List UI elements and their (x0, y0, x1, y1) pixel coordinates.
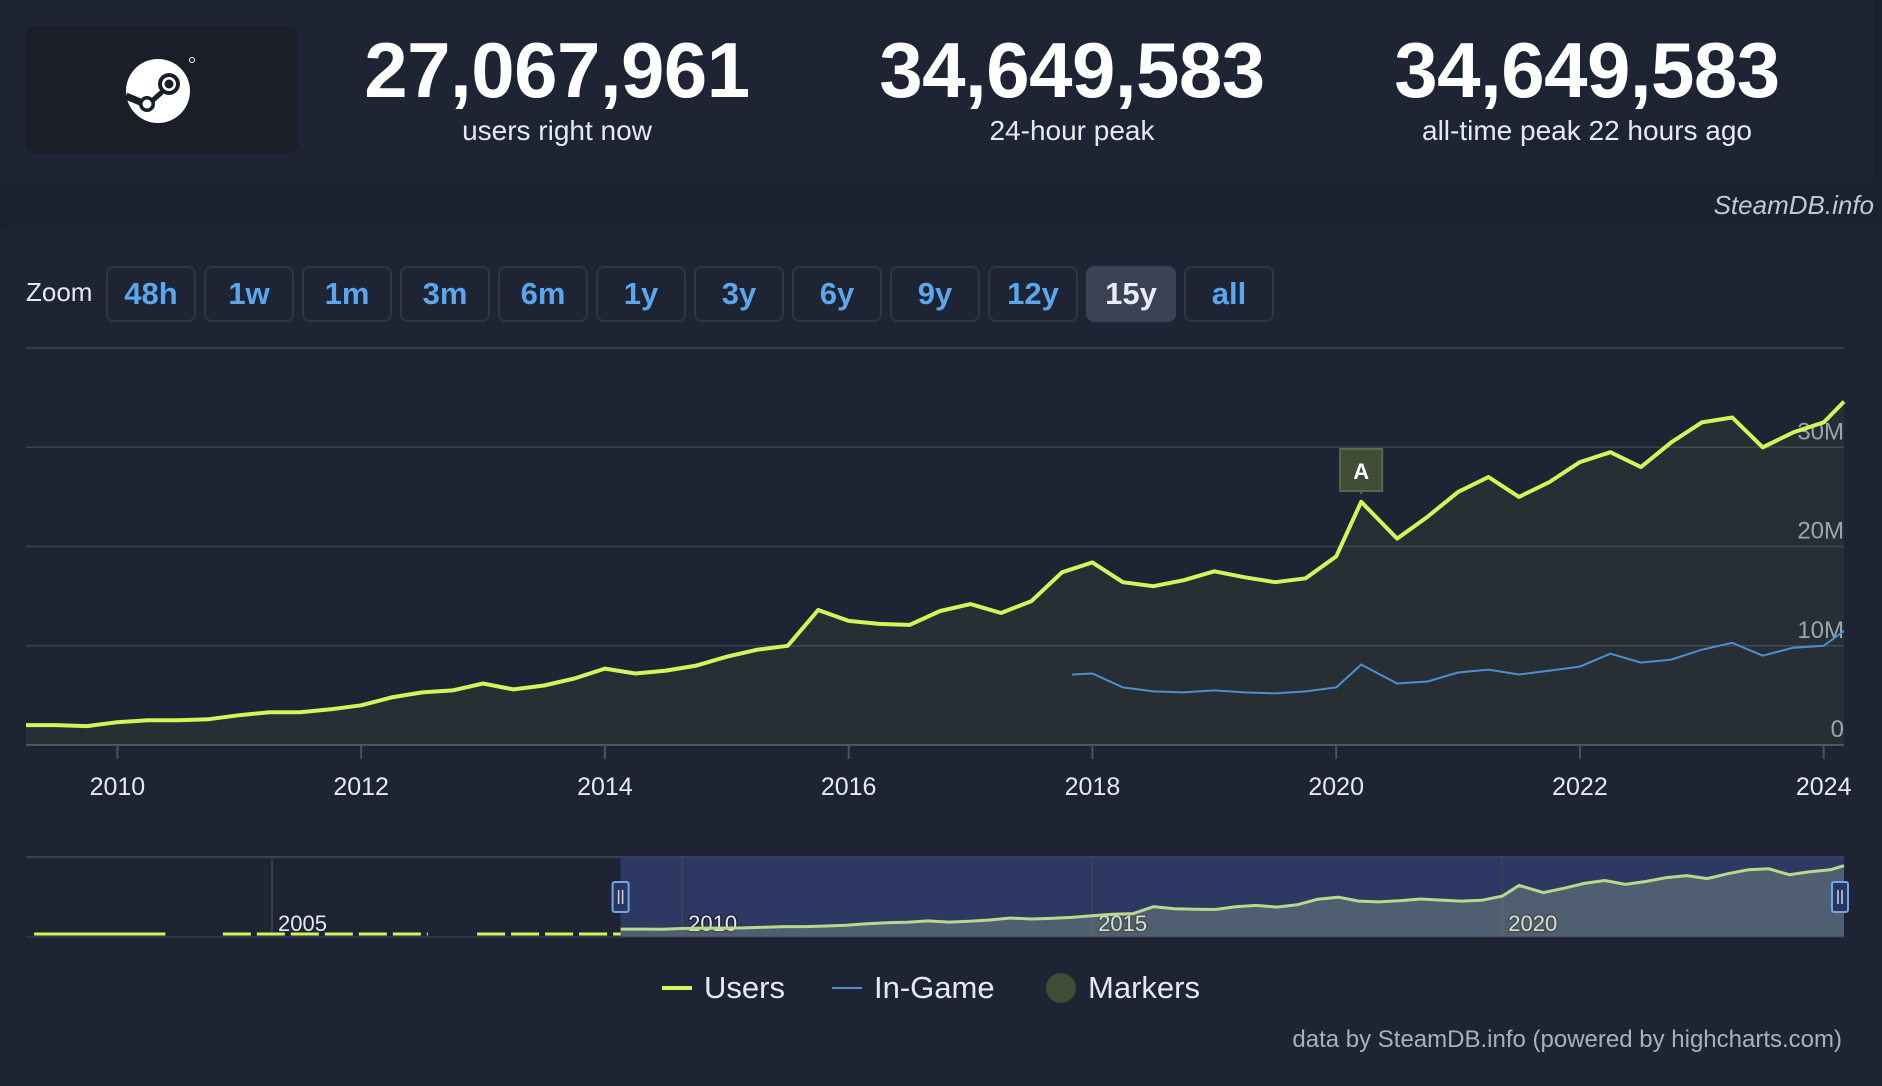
steam-logo[interactable] (26, 27, 298, 153)
stat-label: 24-hour peak (989, 115, 1155, 146)
stat-value: 27,067,961 (364, 26, 750, 114)
zoom-button-1w[interactable]: 1w (204, 266, 294, 322)
zoom-button-1m[interactable]: 1m (302, 266, 392, 322)
series-line-in-game[interactable] (1072, 630, 1845, 695)
x-tick-label: 2012 (333, 773, 389, 801)
legend-item-users[interactable]: Users (662, 970, 785, 1006)
stat-value: 34,649,583 (879, 26, 1265, 114)
x-tick-label: 2020 (1308, 773, 1364, 801)
zoom-button-9y[interactable]: 9y (890, 266, 980, 322)
navigator-tick-label: 2020 (1508, 911, 1557, 936)
stat-users-now: 27,067,961 users right now (317, 26, 797, 148)
zoom-button-6m[interactable]: 6m (498, 266, 588, 322)
stat-all-time-peak: 34,649,583 all-time peak 22 hours ago (1347, 26, 1827, 148)
legend: Users In-Game Markers (0, 970, 1882, 1020)
y-tick-label: 10M (1797, 617, 1844, 644)
chart-panel (0, 225, 1882, 1086)
y-tick-label: 0 (1831, 716, 1844, 743)
legend-label: In-Game (874, 970, 995, 1005)
x-tick-label: 2018 (1065, 773, 1121, 801)
navigator-tick-label: 2005 (278, 911, 327, 936)
zoom-button-12y[interactable]: 12y (988, 266, 1078, 322)
markers-dot-icon (1046, 973, 1076, 1003)
zoom-button-all[interactable]: all (1184, 266, 1274, 322)
navigator-users-line (620, 864, 1845, 931)
zoom-button-15y[interactable]: 15y (1086, 266, 1176, 322)
zoom-button-6y[interactable]: 6y (792, 266, 882, 322)
x-tick-label: 2014 (577, 773, 633, 801)
steam-icon (125, 57, 195, 123)
stat-label: users right now (462, 115, 652, 146)
x-tick-label: 2010 (90, 773, 146, 801)
marker-box (1339, 448, 1384, 492)
zoom-button-48h[interactable]: 48h (106, 266, 196, 322)
marker-label: A (1353, 459, 1369, 484)
x-tick-label: 2016 (821, 773, 877, 801)
users-area (26, 401, 1844, 745)
navigator-handle-left[interactable] (611, 881, 630, 913)
navigator-area (620, 865, 1844, 937)
legend-label: Users (704, 970, 785, 1005)
credit-text[interactable]: data by SteamDB.info (powered by highcha… (1292, 1026, 1842, 1053)
zoom-label: Zoom (26, 277, 93, 307)
marker-flag[interactable]: A (1339, 448, 1384, 494)
zoom-button-3y[interactable]: 3y (694, 266, 784, 322)
stats-panel: 27,067,961 users right now 34,649,583 24… (0, 0, 1874, 185)
steamdb-watermark[interactable]: SteamDB.info (1713, 190, 1874, 220)
y-tick-label: 20M (1797, 518, 1844, 545)
navigator-tick-label: 2015 (1098, 911, 1147, 936)
x-tick-label: 2022 (1552, 773, 1608, 801)
zoom-button-3m[interactable]: 3m (400, 266, 490, 322)
stat-24h-peak: 34,649,583 24-hour peak (832, 26, 1312, 148)
navigator-tick-label: 2010 (688, 911, 737, 936)
stat-label: all-time peak 22 hours ago (1422, 115, 1752, 146)
zoom-button-1y[interactable]: 1y (596, 266, 686, 322)
users-line-icon (662, 986, 692, 990)
navigator-handle-right[interactable] (1831, 881, 1849, 913)
series-line-users[interactable] (26, 400, 1846, 729)
x-tick-label: 2024 (1796, 773, 1852, 801)
stat-value: 34,649,583 (1394, 26, 1780, 114)
legend-item-in-game[interactable]: In-Game (832, 970, 995, 1006)
navigator-selection[interactable] (620, 857, 1844, 937)
handle-body (1831, 881, 1849, 913)
handle-body (611, 881, 630, 913)
in-game-line-icon (832, 987, 862, 989)
legend-item-markers[interactable]: Markers (1046, 970, 1200, 1006)
legend-label: Markers (1088, 970, 1200, 1005)
